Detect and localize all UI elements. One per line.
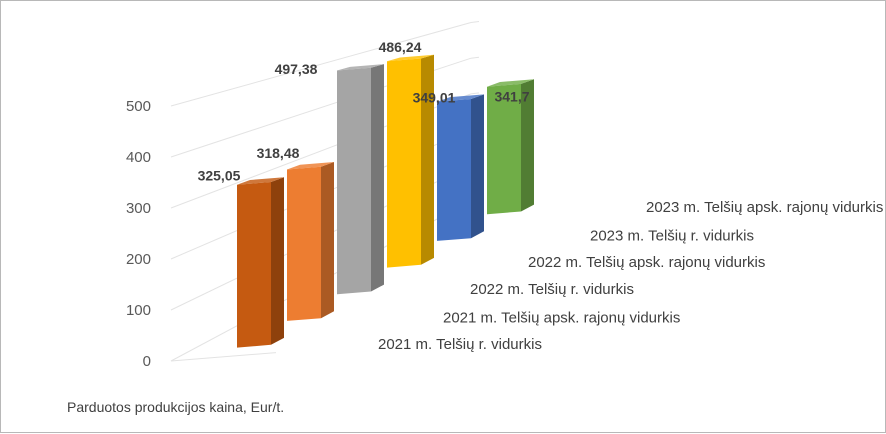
y-tick-label: 300 — [126, 200, 151, 217]
gridline-back — [470, 56, 480, 59]
chart-caption: Parduotos produkcijos kaina, Eur/t. — [67, 399, 285, 415]
bar-front — [337, 67, 371, 295]
category-label: 2023 m. Telšių apsk. rajonų vidurkis — [646, 199, 883, 216]
y-tick-label: 500 — [126, 98, 151, 115]
category-label: 2021 m. Telšių apsk. rajonų vidurkis — [443, 309, 680, 326]
y-tick-label: 400 — [126, 149, 151, 166]
gridline-back — [470, 92, 480, 95]
floor-edge — [170, 352, 277, 362]
bar-top — [337, 64, 384, 71]
bar-side — [521, 79, 534, 212]
bar-front — [237, 182, 271, 348]
bar-front — [437, 99, 471, 241]
bar — [437, 94, 484, 241]
bar-side — [471, 94, 484, 239]
bar — [287, 162, 334, 321]
category-label: 2021 m. Telšių r. vidurkis — [378, 336, 542, 353]
bar-top — [387, 54, 434, 62]
y-tick-label: 0 — [143, 353, 151, 370]
data-label: 486,24 — [379, 39, 422, 55]
data-label: 349,01 — [413, 89, 456, 105]
data-label: 497,38 — [275, 61, 318, 77]
bar-side — [371, 64, 384, 292]
bar-side — [271, 177, 284, 345]
bar — [237, 177, 284, 348]
gridline — [170, 22, 472, 107]
bar-front — [287, 166, 321, 321]
bar-front — [387, 58, 421, 268]
bar — [387, 54, 434, 268]
bar-top — [487, 79, 534, 87]
category-label: 2023 m. Telšių r. vidurkis — [590, 227, 754, 244]
data-label: 318,48 — [257, 145, 300, 161]
y-tick-label: 100 — [126, 302, 151, 319]
bar-top — [237, 177, 284, 185]
data-label: 341,7 — [494, 88, 529, 104]
bar-side — [421, 54, 434, 265]
data-label: 325,05 — [198, 167, 241, 183]
bar-top — [287, 162, 334, 170]
bar-side — [321, 162, 334, 319]
y-tick-label: 200 — [126, 251, 151, 268]
category-label: 2022 m. Telšių apsk. rajonų vidurkis — [528, 254, 765, 271]
gridline-back — [470, 21, 480, 23]
bar — [487, 79, 534, 215]
bar-front — [487, 83, 521, 215]
category-label: 2022 m. Telšių r. vidurkis — [470, 281, 634, 298]
bar — [337, 64, 384, 295]
bar-top — [437, 94, 484, 102]
